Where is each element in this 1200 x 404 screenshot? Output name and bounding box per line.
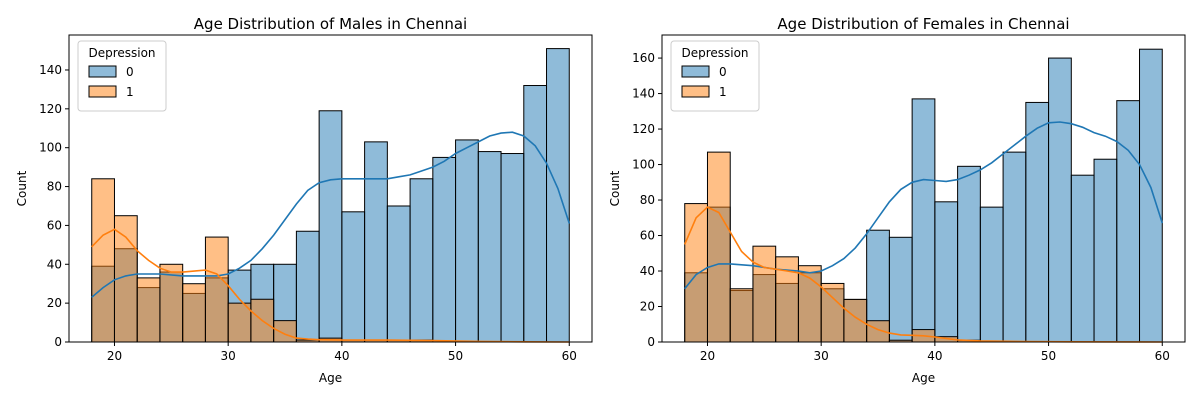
y-tick-label: 20 bbox=[47, 296, 62, 310]
bar bbox=[364, 141, 388, 343]
bar bbox=[843, 298, 868, 343]
legend-label-1: 1 bbox=[126, 85, 134, 99]
legend-label-0: 0 bbox=[126, 65, 134, 79]
legend-swatch-0 bbox=[681, 65, 710, 78]
legend-title: Depression bbox=[88, 46, 155, 60]
bar bbox=[386, 205, 411, 343]
y-tick-label: 100 bbox=[39, 141, 62, 155]
bar bbox=[1070, 174, 1095, 343]
bar bbox=[182, 283, 206, 343]
chart-panel-1: 20 30 40 50 60 0 20 40 60 80 100 120 140 Age Distribu… bbox=[15, 15, 593, 385]
bar bbox=[204, 236, 229, 343]
bar bbox=[91, 178, 115, 343]
bar bbox=[136, 277, 161, 343]
bar bbox=[477, 151, 502, 343]
bar bbox=[432, 156, 457, 343]
x-axis-label: Age bbox=[912, 371, 935, 385]
bar bbox=[888, 236, 913, 343]
bar bbox=[1048, 57, 1072, 343]
bar bbox=[934, 201, 959, 343]
bar bbox=[1025, 101, 1050, 343]
y-tick-label: 80 bbox=[47, 180, 62, 194]
y-tick-label: 80 bbox=[640, 193, 655, 207]
x-axis-label: Age bbox=[319, 371, 342, 385]
bar bbox=[295, 230, 320, 343]
bar bbox=[500, 153, 525, 343]
series-0-kde-line bbox=[91, 131, 571, 298]
bar bbox=[752, 245, 777, 343]
bar bbox=[1093, 158, 1118, 343]
chart-panel-2: 20 30 40 50 60 0 20 40 60 80 100 120 140 160 Age Distr… bbox=[608, 15, 1186, 385]
y-tick-label: 120 bbox=[632, 122, 655, 136]
legend-title: Depression bbox=[681, 46, 748, 60]
series-0-kde-line bbox=[684, 121, 1164, 290]
legend-swatch-1 bbox=[88, 85, 117, 98]
x-tick-label: 20 bbox=[700, 349, 715, 363]
bar bbox=[820, 282, 845, 343]
chart-title: Age Distribution of Females in Chennai bbox=[777, 15, 1069, 33]
series-1-kde-line bbox=[683, 206, 1163, 343]
bar bbox=[684, 203, 708, 343]
legend: Depression 0 1 bbox=[77, 40, 167, 112]
bar bbox=[455, 139, 479, 343]
x-tick-label: 60 bbox=[1155, 349, 1170, 363]
y-axis-label: Count bbox=[15, 170, 29, 206]
y-tick-label: 60 bbox=[640, 229, 655, 243]
bar bbox=[1002, 151, 1027, 343]
y-tick-label: 140 bbox=[39, 63, 62, 77]
y-tick-label: 160 bbox=[632, 51, 655, 65]
bar bbox=[957, 165, 981, 343]
bar bbox=[729, 288, 754, 343]
bar bbox=[911, 98, 936, 343]
bar bbox=[979, 206, 1004, 343]
bar bbox=[523, 85, 548, 343]
legend-label-0: 0 bbox=[719, 65, 727, 79]
bar bbox=[273, 320, 297, 343]
bar bbox=[546, 48, 570, 343]
x-tick-label: 50 bbox=[448, 349, 463, 363]
y-tick-label: 0 bbox=[647, 335, 655, 349]
bar bbox=[227, 302, 252, 343]
y-tick-label: 40 bbox=[47, 257, 62, 271]
series-1-bars bbox=[684, 151, 981, 343]
series-1-kde-line bbox=[91, 228, 570, 343]
axes-frame bbox=[68, 34, 593, 343]
legend-swatch-0 bbox=[88, 65, 117, 78]
y-tick-label: 0 bbox=[54, 335, 62, 349]
bar bbox=[1139, 48, 1163, 343]
legend: Depression 0 1 bbox=[670, 40, 760, 112]
bar bbox=[341, 211, 366, 343]
y-tick-label: 40 bbox=[640, 264, 655, 278]
bar bbox=[797, 265, 822, 343]
y-tick-label: 60 bbox=[47, 218, 62, 232]
y-tick-label: 20 bbox=[640, 300, 655, 314]
bar bbox=[409, 178, 434, 343]
x-tick-label: 40 bbox=[334, 349, 349, 363]
axes-frame bbox=[661, 34, 1186, 343]
x-tick-label: 40 bbox=[927, 349, 942, 363]
x-tick-label: 20 bbox=[107, 349, 122, 363]
y-tick-label: 120 bbox=[39, 102, 62, 116]
x-tick-label: 30 bbox=[814, 349, 829, 363]
legend-swatch-1 bbox=[681, 85, 710, 98]
y-tick-label: 140 bbox=[632, 87, 655, 101]
bar bbox=[1116, 100, 1141, 343]
x-tick-label: 60 bbox=[562, 349, 577, 363]
bar bbox=[706, 151, 731, 343]
bar bbox=[318, 110, 343, 343]
y-axis-label: Count bbox=[608, 170, 622, 206]
y-tick-label: 100 bbox=[632, 158, 655, 172]
chart-title: Age Distribution of Males in Chennai bbox=[194, 15, 467, 33]
x-tick-label: 50 bbox=[1041, 349, 1056, 363]
legend-label-1: 1 bbox=[719, 85, 727, 99]
x-tick-label: 30 bbox=[221, 349, 236, 363]
